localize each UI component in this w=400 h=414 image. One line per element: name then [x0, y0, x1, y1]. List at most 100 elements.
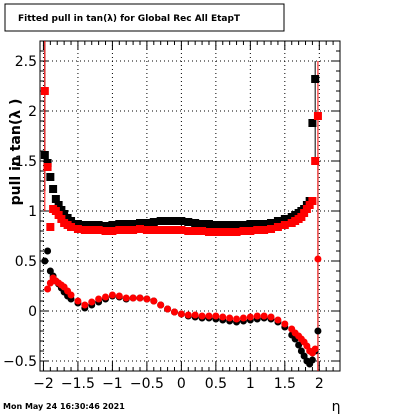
- data-point-square: [142, 219, 151, 227]
- data-point-circle: [260, 312, 268, 320]
- data-point-square: [308, 119, 317, 127]
- data-point-circle: [184, 311, 192, 319]
- data-point-square: [122, 226, 131, 234]
- data-point-circle: [314, 327, 322, 335]
- y-tick-label: 2: [28, 104, 37, 120]
- data-point-square: [163, 226, 172, 234]
- data-point-circle: [212, 312, 220, 320]
- data-point-square: [43, 163, 52, 171]
- data-point-circle: [143, 295, 151, 303]
- data-point-square: [218, 221, 227, 229]
- timestamp: Mon May 24 16:30:46 2021: [3, 402, 125, 411]
- data-point-circle: [311, 345, 319, 353]
- data-point-square: [136, 225, 144, 233]
- data-point-square: [211, 228, 220, 236]
- data-point-square: [239, 221, 248, 229]
- data-point-circle: [295, 341, 303, 349]
- data-point-square: [156, 217, 165, 225]
- data-point-square: [280, 221, 289, 229]
- data-markers: [40, 75, 322, 368]
- data-point-square: [232, 221, 241, 229]
- y-tick-label: 1.5: [15, 154, 37, 170]
- data-point-square: [142, 226, 151, 234]
- data-point-circle: [115, 292, 123, 300]
- data-point-square: [122, 220, 131, 228]
- data-point-square: [51, 195, 60, 203]
- data-point-circle: [205, 312, 213, 320]
- data-point-square: [87, 221, 96, 229]
- data-point-circle: [122, 294, 130, 302]
- data-point-square: [67, 223, 76, 231]
- data-point-square: [177, 226, 186, 234]
- data-point-square: [101, 222, 110, 230]
- data-point-square: [313, 112, 322, 120]
- data-point-square: [115, 226, 124, 234]
- data-point-circle: [314, 255, 322, 263]
- x-tick-label: −0.5: [130, 376, 164, 392]
- x-tick-label: −2: [33, 376, 54, 392]
- data-point-square: [246, 220, 255, 228]
- data-point-square: [311, 75, 320, 83]
- data-point-square: [253, 220, 262, 228]
- data-point-square: [49, 185, 58, 193]
- data-point-square: [170, 217, 179, 225]
- data-point-square: [80, 221, 89, 229]
- data-point-square: [101, 227, 110, 235]
- x-axis-label: η: [332, 399, 341, 414]
- data-point-circle: [274, 316, 282, 324]
- data-point-square: [204, 228, 213, 236]
- y-tick-label: 1: [28, 204, 37, 220]
- data-point-square: [46, 223, 55, 231]
- y-tick-label: −0.5: [3, 354, 37, 370]
- data-point-square: [149, 226, 158, 234]
- data-point-circle: [170, 308, 178, 316]
- x-tick-label: −1.5: [61, 376, 95, 392]
- x-tick-label: 1.5: [274, 376, 296, 392]
- data-point-square: [73, 220, 82, 228]
- data-point-square: [108, 221, 117, 229]
- data-point-square: [156, 226, 165, 234]
- data-point-circle: [219, 313, 227, 321]
- data-point-square: [94, 226, 103, 234]
- data-point-square: [40, 151, 49, 159]
- data-point-circle: [308, 356, 316, 364]
- data-point-circle: [44, 247, 52, 255]
- data-point-circle: [88, 298, 96, 306]
- data-point-circle: [239, 314, 247, 322]
- data-point-circle: [74, 297, 82, 305]
- data-point-square: [149, 218, 158, 226]
- data-point-circle: [44, 285, 52, 293]
- data-point-circle: [81, 301, 89, 309]
- data-point-circle: [41, 257, 49, 265]
- data-point-circle: [129, 294, 137, 302]
- data-point-circle: [164, 305, 172, 313]
- data-point-square: [136, 219, 144, 227]
- x-tick-label: −1: [102, 376, 123, 392]
- tick-labels: −2 −1.5 −1 −0.5 0 0.5 1 1.5 2 −0.5 0 0.5 1 1.5 2 2.5: [3, 54, 324, 392]
- chart-title: Fitted pull in tan(λ) for Global Rec All…: [18, 14, 241, 24]
- data-point-circle: [67, 291, 75, 299]
- data-point-square: [267, 219, 276, 227]
- data-point-circle: [191, 311, 199, 319]
- data-point-square: [198, 220, 207, 228]
- data-point-circle: [246, 313, 254, 321]
- data-point-square: [267, 225, 276, 233]
- title-box: Fitted pull in tan(λ) for Global Rec All…: [4, 3, 285, 32]
- data-point-square: [129, 226, 138, 234]
- x-tick-label: 2: [315, 376, 324, 392]
- data-point-circle: [136, 294, 144, 302]
- y-tick-label: 2.5: [15, 54, 37, 70]
- data-point-square: [260, 226, 269, 234]
- x-tick-label: 0: [177, 376, 186, 392]
- data-point-square: [191, 227, 200, 235]
- data-point-square: [80, 226, 89, 234]
- data-point-square: [177, 217, 186, 225]
- data-point-square: [46, 173, 55, 181]
- data-point-square: [211, 221, 220, 229]
- data-point-square: [198, 227, 207, 235]
- data-point-square: [273, 217, 282, 225]
- data-point-square: [115, 220, 124, 228]
- data-point-square: [273, 223, 282, 231]
- y-axis-label: pull in tan(λ ): [8, 99, 24, 206]
